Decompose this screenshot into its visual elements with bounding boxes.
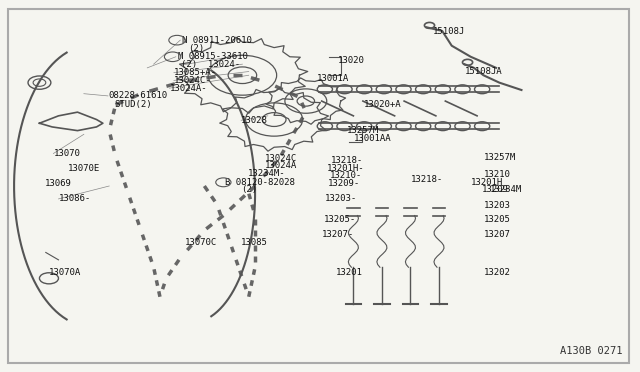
Text: 13210: 13210 [483, 170, 510, 179]
Text: 13205: 13205 [483, 215, 510, 224]
Text: 13201H-: 13201H- [327, 164, 364, 173]
Text: 13201: 13201 [335, 268, 362, 277]
Text: 13024A-: 13024A- [170, 84, 207, 93]
Text: 13024C-: 13024C- [174, 76, 212, 85]
Text: 13070E: 13070E [68, 164, 100, 173]
Text: 13020: 13020 [337, 56, 364, 65]
Text: 13203: 13203 [483, 201, 510, 210]
FancyBboxPatch shape [8, 9, 629, 363]
Text: 13028: 13028 [241, 116, 268, 125]
Text: 13207: 13207 [483, 230, 510, 239]
Text: 13210-: 13210- [330, 171, 362, 180]
Text: (2): (2) [241, 185, 257, 194]
Text: 13203-: 13203- [325, 195, 357, 203]
Text: 13205-: 13205- [324, 215, 356, 224]
Text: 15108J: 15108J [433, 27, 465, 36]
Text: 15108JA: 15108JA [465, 67, 502, 76]
Text: 13257M: 13257M [483, 153, 516, 162]
Text: 13001A: 13001A [317, 74, 349, 83]
Text: 13086-: 13086- [58, 195, 91, 203]
Text: 13001AA: 13001AA [353, 134, 391, 143]
Text: A130B 0271: A130B 0271 [559, 346, 622, 356]
Text: 13209-: 13209- [328, 179, 360, 187]
Text: B 08120-82028: B 08120-82028 [225, 178, 295, 187]
Text: 13085: 13085 [241, 238, 268, 247]
Text: 13207-: 13207- [322, 230, 354, 239]
Text: 13257M: 13257M [347, 126, 380, 135]
Text: 13201H: 13201H [471, 178, 503, 187]
Text: 13234M: 13234M [490, 185, 522, 194]
Text: 13234M-: 13234M- [248, 169, 285, 178]
Text: 13209: 13209 [482, 185, 509, 194]
Text: 13020+A: 13020+A [364, 100, 402, 109]
Text: 13024A: 13024A [264, 161, 297, 170]
Text: 08228-61610: 08228-61610 [108, 92, 167, 100]
Text: N 08911-20610: N 08911-20610 [182, 36, 252, 45]
Text: 13070A: 13070A [49, 268, 81, 277]
Text: 13218-: 13218- [410, 175, 443, 184]
Text: M 08915-33610: M 08915-33610 [178, 52, 248, 61]
Text: 13202: 13202 [483, 268, 510, 277]
Text: 13069: 13069 [45, 179, 72, 187]
Text: (2): (2) [189, 44, 205, 53]
Text: 13070C: 13070C [186, 238, 218, 247]
Text: 13218-: 13218- [331, 156, 364, 166]
Text: 13070: 13070 [53, 149, 80, 158]
Text: 13024C: 13024C [264, 154, 297, 163]
Text: STUD(2): STUD(2) [115, 100, 152, 109]
Text: (2)  13024-: (2) 13024- [181, 60, 240, 70]
Text: 13085+A-: 13085+A- [174, 68, 217, 77]
